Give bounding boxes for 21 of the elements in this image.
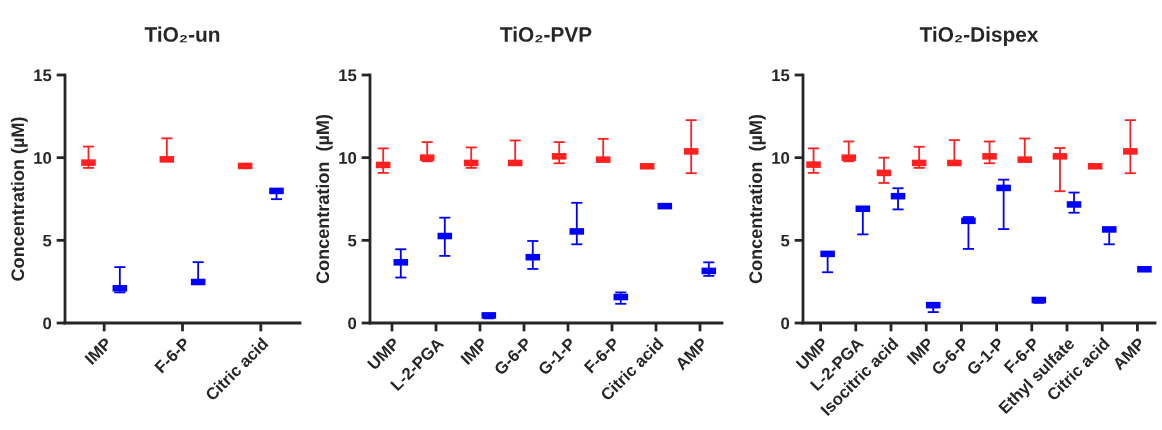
y-tick-label: 10 — [339, 152, 357, 164]
y-tick-label: 5 — [43, 234, 52, 247]
y-tick-label: 15 — [772, 69, 790, 82]
x-tick-label: IMP — [460, 337, 489, 365]
y-tick-label: 0 — [348, 317, 357, 330]
y-tick-label: 0 — [781, 317, 790, 330]
y-tick-label: 15 — [34, 69, 52, 82]
y-axis-title: Concentration (µM) — [10, 117, 28, 281]
x-tick-label: IMP — [906, 337, 935, 365]
y-tick-label: 0 — [43, 317, 52, 330]
chart-title: TiO₂-PVP — [500, 26, 592, 43]
chart-title: TiO₂-Dispex — [919, 26, 1039, 46]
x-tick-label: IMP — [84, 337, 113, 365]
chart-title: TiO₂-un — [144, 26, 220, 43]
y-tick-label: 15 — [339, 69, 357, 82]
y-axis-title: Concentration (µM) — [315, 114, 333, 284]
y-tick-label: 5 — [781, 234, 790, 247]
y-axis-title: Concentration (µM) — [748, 114, 766, 284]
y-tick-label: 10 — [772, 152, 790, 164]
y-tick-label: 10 — [34, 152, 52, 164]
y-tick-label: 5 — [348, 234, 357, 247]
